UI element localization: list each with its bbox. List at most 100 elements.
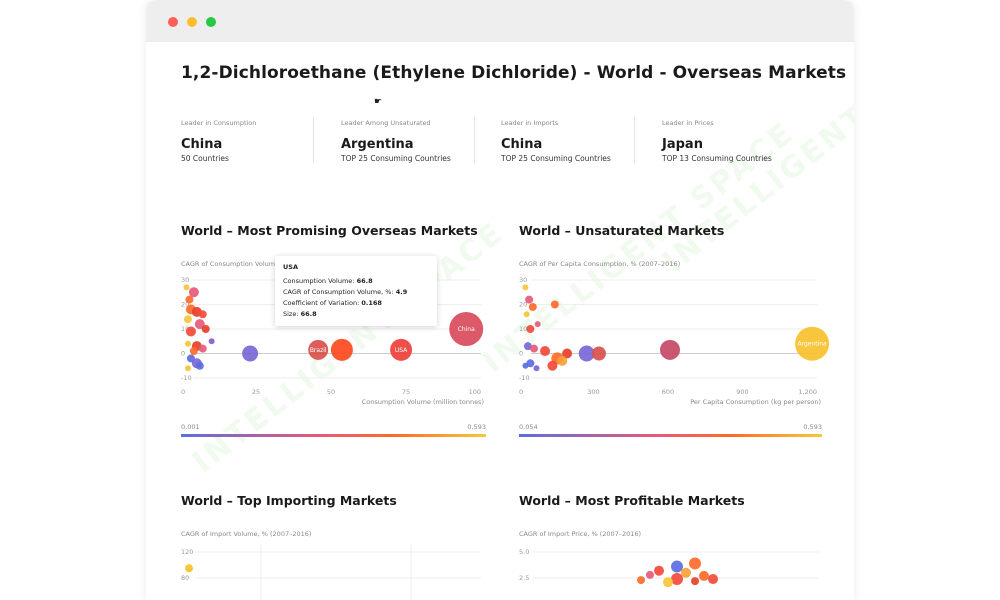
bubble[interactable]	[330, 338, 353, 361]
x-tick-label: 0	[181, 388, 185, 396]
kpi-subtext: TOP 25 Consuming Countries	[501, 154, 611, 163]
bubble[interactable]	[189, 347, 198, 356]
bubble[interactable]	[699, 570, 709, 581]
x-tick-label: 1,200	[798, 388, 817, 396]
bubble[interactable]	[183, 284, 190, 291]
bubble[interactable]	[540, 346, 551, 357]
bubble[interactable]	[198, 310, 207, 319]
bubble[interactable]	[523, 311, 530, 318]
tooltip-value: 4.9	[395, 288, 408, 296]
kpi-value: Japan	[662, 137, 703, 152]
bubble[interactable]	[522, 284, 529, 291]
y-axis-caption: CAGR of Import Volume, % (2007–2016)	[181, 530, 311, 538]
bubble[interactable]	[188, 287, 199, 298]
bubble[interactable]	[184, 340, 191, 347]
kpi-label: Leader in Imports	[501, 119, 559, 127]
bubble[interactable]	[671, 560, 683, 573]
tooltip-value: 66.8	[356, 277, 373, 285]
chart-promising[interactable]: CAGR of Consumption Volume Consumption V…	[181, 256, 486, 448]
bubble[interactable]	[522, 362, 529, 369]
bubble[interactable]	[681, 567, 691, 578]
bubble[interactable]	[185, 295, 194, 304]
bubble[interactable]	[523, 342, 532, 351]
bubble[interactable]	[533, 365, 540, 372]
bubble[interactable]	[708, 574, 718, 585]
color-scale-min: 0,054	[519, 423, 538, 431]
bubble[interactable]	[578, 345, 595, 362]
bubble[interactable]	[663, 577, 673, 588]
tooltip-line: Size: 66.8	[283, 309, 429, 320]
bubble[interactable]	[637, 576, 645, 585]
y-tick-label: 20	[181, 301, 189, 309]
kpi-divider	[474, 117, 475, 163]
x-tick-label: 50	[327, 388, 335, 396]
tooltip-line: CAGR of Consumption Volume, %: 4.9	[283, 287, 429, 298]
bubble[interactable]	[534, 321, 541, 328]
chart-promising-svg[interactable]: CAGR of Consumption Volume Consumption V…	[181, 258, 486, 418]
chart-unsaturated[interactable]: CAGR of Per Capita Consumption, % (2007–…	[519, 258, 830, 448]
bubble[interactable]	[557, 355, 568, 366]
bubble[interactable]	[689, 557, 701, 570]
bubble[interactable]	[654, 565, 664, 576]
chart-unsaturated-svg[interactable]: CAGR of Per Capita Consumption, % (2007–…	[519, 258, 830, 418]
bubble[interactable]	[242, 345, 259, 362]
section-title-unsaturated: World – Unsaturated Markets	[519, 223, 725, 238]
chart-importing-svg[interactable]: CAGR of Import Volume, % (2007–2016) 120…	[181, 528, 486, 600]
bubble[interactable]	[525, 295, 534, 304]
bubble[interactable]	[526, 325, 535, 333]
tooltip-value: 0.168	[361, 299, 382, 307]
bubble[interactable]	[547, 360, 558, 371]
bubble[interactable]	[208, 338, 215, 345]
kpi-value: China	[501, 137, 543, 152]
bubble[interactable]	[194, 319, 205, 330]
bubble[interactable]	[198, 344, 207, 353]
bubble[interactable]	[562, 348, 573, 359]
y-axis-caption: CAGR of Import Price, % (2007–2016)	[519, 530, 641, 538]
bubble-label: Argentina	[797, 341, 827, 348]
bubble[interactable]	[550, 300, 559, 309]
kpi-divider	[634, 117, 635, 163]
mouse-cursor-icon: ☛	[374, 97, 383, 107]
bubble[interactable]	[530, 344, 539, 353]
bubble[interactable]	[184, 365, 191, 372]
tooltip-label: CAGR of Consumption Volume, %:	[283, 288, 394, 296]
minimize-window-button[interactable]	[187, 17, 197, 27]
bubble-usa[interactable]	[390, 338, 413, 361]
tooltip-line: Coefficient of Variation: 0.168	[283, 298, 429, 309]
bubble[interactable]	[185, 564, 193, 573]
y-tick-label: 30	[519, 276, 527, 284]
bubble[interactable]	[660, 339, 680, 360]
bubble[interactable]	[185, 326, 196, 337]
chart-importing[interactable]: CAGR of Import Volume, % (2007–2016) 120…	[181, 528, 486, 600]
bubble[interactable]	[195, 361, 204, 370]
bubble-argentina[interactable]	[795, 326, 830, 361]
bubble[interactable]	[183, 315, 192, 324]
bubble-brazil[interactable]	[308, 339, 329, 360]
section-title-profitable: World – Most Profitable Markets	[519, 493, 745, 508]
bubble[interactable]	[528, 302, 537, 311]
chart-profitable-svg[interactable]: CAGR of Import Price, % (2007–2016) 5.0 2…	[519, 528, 822, 600]
color-scale-max: 0,593	[803, 423, 822, 431]
page-title: 1,2-Dichloroethane (Ethylene Dichloride)…	[181, 63, 847, 83]
bubble-china[interactable]	[449, 312, 484, 346]
bubble-label: USA	[395, 347, 408, 354]
kpi-subtext: TOP 25 Consuming Countries	[341, 154, 451, 163]
maximize-window-button[interactable]	[206, 17, 216, 27]
close-window-button[interactable]	[168, 17, 178, 27]
kpi-card-unsaturated: Leader Among Unsaturated Argentina TOP 2…	[341, 115, 451, 173]
bubble[interactable]	[646, 570, 654, 579]
bubble[interactable]	[691, 577, 699, 586]
bubble[interactable]	[201, 325, 210, 333]
y-axis-caption: CAGR of Per Capita Consumption, % (2007–…	[519, 260, 680, 268]
kpi-label: Leader in Consumption	[181, 119, 257, 127]
bubble[interactable]	[591, 346, 606, 361]
kpi-subtext: TOP 13 Consuming Countries	[662, 154, 772, 163]
tooltip-value: 66.8	[300, 310, 317, 318]
tooltip-title: USA	[283, 263, 298, 271]
kpi-value: Argentina	[341, 137, 414, 152]
bubble-label: Brazil	[310, 347, 327, 354]
chart-profitable[interactable]: CAGR of Import Price, % (2007–2016) 5.0 2…	[519, 528, 822, 600]
x-tick-label: 600	[662, 388, 674, 396]
bubble[interactable]	[671, 573, 683, 586]
y-tick-label: -10	[181, 374, 192, 382]
